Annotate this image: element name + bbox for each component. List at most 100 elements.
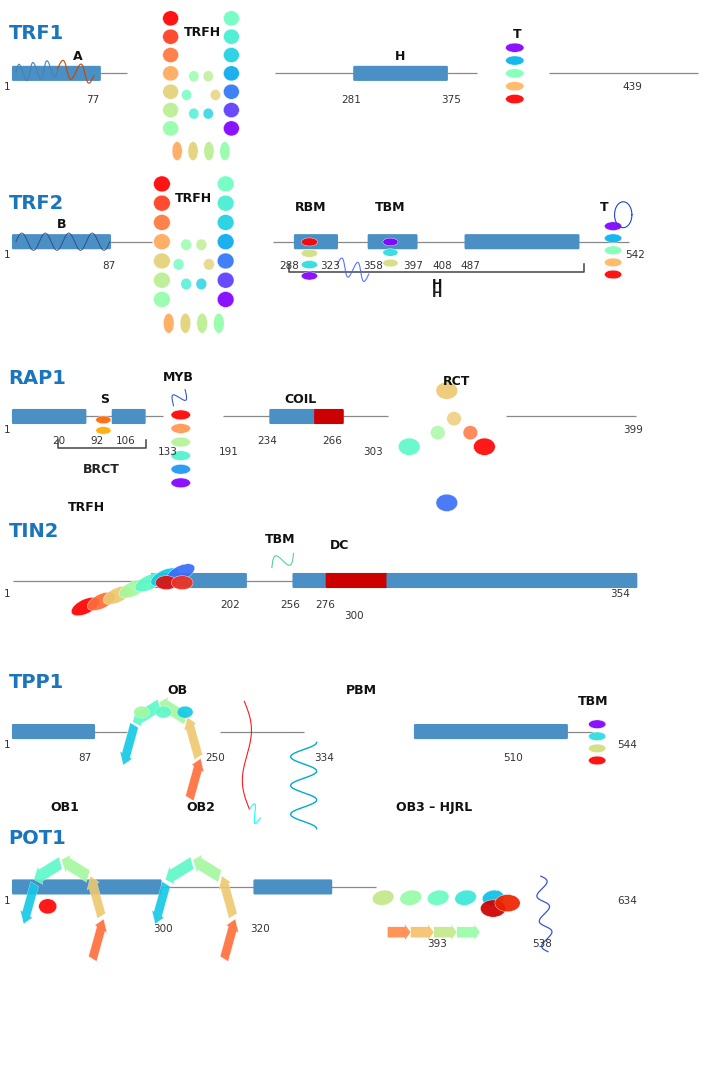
Text: 300: 300 (153, 924, 174, 933)
FancyBboxPatch shape (315, 409, 344, 424)
Ellipse shape (177, 706, 193, 719)
Text: 1: 1 (4, 250, 11, 260)
Ellipse shape (171, 437, 191, 447)
Ellipse shape (505, 69, 524, 78)
Ellipse shape (95, 426, 111, 434)
Ellipse shape (505, 56, 524, 65)
FancyBboxPatch shape (368, 234, 418, 249)
Ellipse shape (167, 563, 194, 583)
Ellipse shape (189, 108, 199, 119)
Ellipse shape (153, 176, 170, 192)
FancyArrow shape (159, 697, 187, 724)
Ellipse shape (223, 11, 239, 26)
Text: 544: 544 (617, 740, 638, 750)
Ellipse shape (372, 890, 394, 905)
Ellipse shape (455, 890, 476, 905)
FancyArrow shape (221, 919, 239, 961)
FancyArrow shape (132, 699, 161, 726)
Ellipse shape (213, 313, 224, 333)
Ellipse shape (447, 412, 461, 426)
Ellipse shape (463, 425, 478, 440)
Text: TRF1: TRF1 (9, 24, 64, 43)
FancyArrow shape (166, 857, 194, 885)
FancyBboxPatch shape (12, 66, 101, 81)
Text: DC: DC (330, 540, 349, 552)
FancyArrow shape (87, 876, 106, 918)
Ellipse shape (171, 575, 193, 589)
Text: 288: 288 (279, 261, 299, 271)
Text: 106: 106 (116, 436, 136, 446)
FancyBboxPatch shape (12, 879, 162, 894)
Text: TRFH: TRFH (184, 26, 221, 39)
Ellipse shape (604, 270, 622, 278)
Ellipse shape (151, 568, 179, 586)
FancyArrow shape (411, 924, 434, 941)
Text: BRCT: BRCT (82, 463, 120, 476)
Ellipse shape (481, 900, 506, 917)
Ellipse shape (204, 259, 214, 270)
Text: MYB: MYB (163, 371, 193, 384)
Ellipse shape (218, 234, 234, 249)
Text: 87: 87 (102, 261, 115, 271)
Ellipse shape (218, 272, 234, 288)
Text: 408: 408 (432, 261, 453, 271)
Ellipse shape (505, 82, 524, 91)
Text: 303: 303 (363, 447, 383, 456)
Ellipse shape (171, 478, 191, 488)
Ellipse shape (171, 410, 191, 420)
FancyBboxPatch shape (292, 573, 328, 588)
Ellipse shape (204, 141, 214, 161)
FancyBboxPatch shape (112, 409, 146, 424)
Text: POT1: POT1 (9, 829, 67, 848)
Ellipse shape (163, 313, 174, 333)
Ellipse shape (218, 215, 234, 230)
Ellipse shape (383, 238, 398, 246)
Text: RCT: RCT (443, 375, 471, 388)
Text: RAP1: RAP1 (9, 369, 67, 388)
FancyArrow shape (434, 924, 457, 941)
FancyBboxPatch shape (150, 573, 247, 588)
Ellipse shape (103, 586, 131, 604)
Ellipse shape (400, 890, 422, 905)
Text: 487: 487 (460, 261, 480, 271)
Ellipse shape (223, 66, 239, 81)
Ellipse shape (604, 222, 622, 231)
Text: 399: 399 (623, 425, 643, 435)
Text: TRFH: TRFH (68, 501, 106, 514)
FancyBboxPatch shape (387, 573, 638, 588)
Ellipse shape (218, 291, 234, 308)
Ellipse shape (383, 248, 398, 257)
FancyArrow shape (186, 759, 204, 801)
Ellipse shape (218, 252, 234, 269)
Ellipse shape (604, 234, 622, 243)
FancyBboxPatch shape (12, 409, 87, 424)
FancyArrow shape (89, 919, 107, 961)
Text: TIN2: TIN2 (9, 522, 59, 542)
Ellipse shape (95, 416, 111, 424)
Ellipse shape (163, 84, 179, 99)
Ellipse shape (505, 43, 524, 52)
Ellipse shape (196, 278, 207, 289)
Ellipse shape (163, 47, 179, 63)
FancyArrow shape (20, 882, 38, 924)
Ellipse shape (430, 425, 445, 440)
Text: 281: 281 (341, 95, 362, 105)
Ellipse shape (171, 424, 191, 434)
Text: OB3 – HJRL: OB3 – HJRL (395, 801, 472, 814)
Text: 250: 250 (205, 753, 226, 763)
Text: OB2: OB2 (187, 801, 215, 814)
Ellipse shape (153, 252, 170, 269)
Ellipse shape (155, 575, 177, 589)
Ellipse shape (153, 272, 170, 288)
FancyArrow shape (219, 876, 237, 918)
Ellipse shape (427, 890, 449, 905)
Text: TPP1: TPP1 (9, 673, 64, 693)
Text: COIL: COIL (285, 393, 317, 406)
Ellipse shape (383, 259, 398, 267)
FancyBboxPatch shape (325, 573, 389, 588)
Ellipse shape (163, 11, 179, 26)
FancyArrow shape (457, 924, 480, 941)
Text: 202: 202 (220, 600, 240, 610)
Ellipse shape (220, 141, 230, 161)
Text: 510: 510 (503, 753, 523, 763)
